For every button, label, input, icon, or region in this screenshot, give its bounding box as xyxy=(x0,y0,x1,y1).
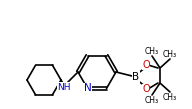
Text: O: O xyxy=(142,60,150,70)
Text: N: N xyxy=(84,83,91,93)
Text: CH₃: CH₃ xyxy=(145,95,159,105)
Text: CH₃: CH₃ xyxy=(145,47,159,55)
Text: CH₃: CH₃ xyxy=(163,49,177,59)
Text: CH₃: CH₃ xyxy=(163,93,177,101)
Text: NH: NH xyxy=(57,83,71,91)
Text: O: O xyxy=(142,84,150,94)
Text: B: B xyxy=(132,72,140,82)
